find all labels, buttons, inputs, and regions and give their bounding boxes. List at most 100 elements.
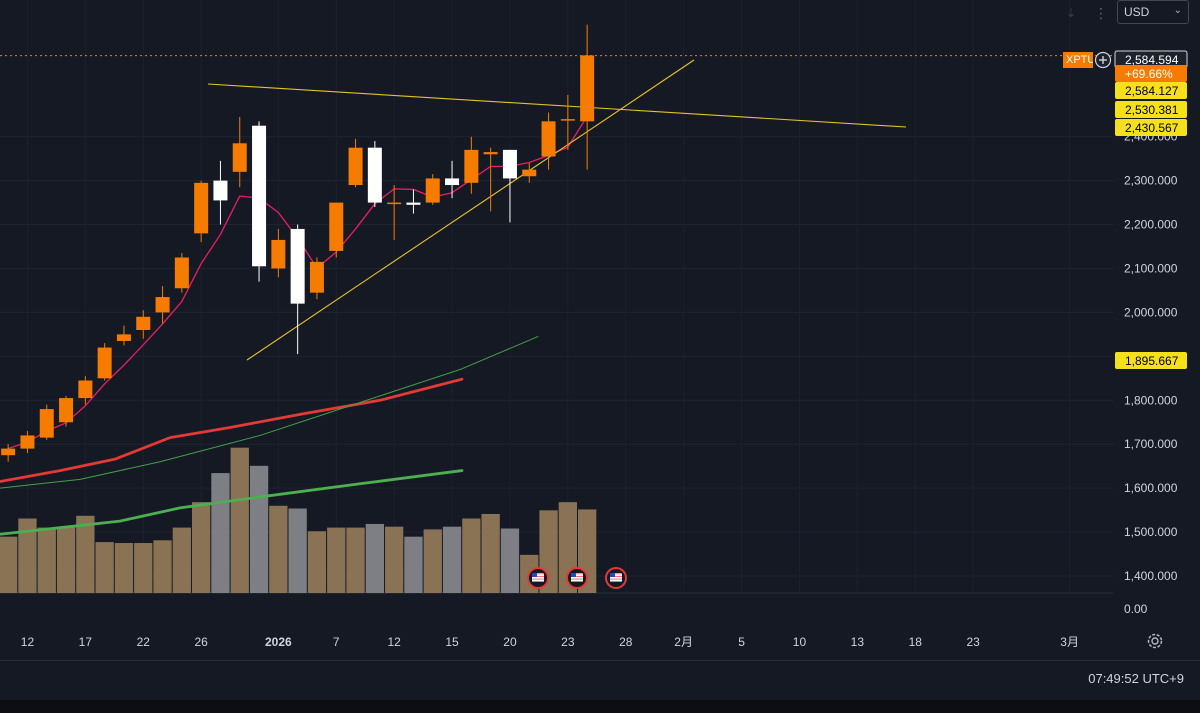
candle[interactable] <box>406 189 421 214</box>
candle[interactable] <box>309 257 324 300</box>
time-tick: 7 <box>333 635 340 649</box>
status-bar: 07:49:52 UTC+9 <box>0 660 1200 701</box>
resistance-trendline[interactable] <box>207 83 907 128</box>
scale-icon[interactable]: ⇣ <box>1065 6 1077 20</box>
volume-bar <box>211 473 230 593</box>
candle-body <box>39 409 54 438</box>
candle-body <box>483 152 498 155</box>
us-flag-event-icon[interactable] <box>527 567 549 589</box>
price-tick: 2,100.000 <box>1124 261 1178 275</box>
candle-body <box>309 261 324 293</box>
volume-bar <box>500 528 520 593</box>
volume-bar <box>442 526 462 593</box>
price-tick: 1,600.000 <box>1124 481 1178 495</box>
candle[interactable] <box>580 24 595 170</box>
time-tick: 12 <box>387 635 401 649</box>
candle[interactable] <box>252 121 267 282</box>
currency-value: USD <box>1124 5 1150 19</box>
candle-body <box>522 169 537 177</box>
price-tag-bg <box>1115 101 1187 118</box>
price-chart[interactable]: 2,400.0002,300.0002,200.0002,100.0002,00… <box>0 0 1200 660</box>
candle[interactable] <box>445 160 460 199</box>
moving-averages <box>0 115 588 536</box>
candle[interactable] <box>502 149 517 223</box>
volume-bar <box>365 523 384 593</box>
time-tick: 2026 <box>265 635 292 649</box>
candle[interactable] <box>136 310 151 339</box>
candle[interactable] <box>1 444 16 462</box>
flag-stripe <box>532 573 544 575</box>
candle[interactable] <box>174 253 189 293</box>
volume-bar <box>37 527 56 593</box>
us-flag-event-icon[interactable] <box>605 567 627 589</box>
candle[interactable] <box>116 325 131 346</box>
time-tick: 23 <box>966 635 980 649</box>
flag-stripe <box>610 576 622 577</box>
candle[interactable] <box>155 286 170 324</box>
candle[interactable] <box>329 202 344 258</box>
volume-bar <box>346 527 365 593</box>
candle[interactable] <box>97 343 112 381</box>
event-markers[interactable] <box>527 567 627 589</box>
volume-bar <box>462 518 481 593</box>
candle-body <box>387 202 402 205</box>
candle[interactable] <box>464 136 479 194</box>
candle[interactable] <box>39 404 54 440</box>
price-tag-label: 2,530.381 <box>1125 103 1179 117</box>
price-tick: 2,200.000 <box>1124 218 1178 232</box>
candle[interactable] <box>78 376 93 405</box>
time-tick: 26 <box>194 635 208 649</box>
candlesticks[interactable] <box>0 24 1113 462</box>
candle[interactable] <box>367 141 382 207</box>
flag-stripe <box>532 576 544 577</box>
plus-circle-icon[interactable] <box>1094 51 1112 69</box>
currency-select[interactable]: USD ⌄ <box>1117 0 1189 24</box>
trendlines[interactable] <box>207 59 907 361</box>
volume-bar <box>307 531 327 593</box>
price-tick: 1,500.000 <box>1124 525 1178 539</box>
time-tick: 12 <box>21 635 35 649</box>
price-axis[interactable]: 2,400.0002,300.0002,200.0002,100.0002,00… <box>1124 130 1178 616</box>
time-axis[interactable]: 12 17 22 26 2026 7 12 15 20 23 28 2月 5 10 13 18 23 3月 <box>21 635 1079 649</box>
candle-body <box>329 202 344 251</box>
time-tick: 18 <box>909 635 923 649</box>
candle[interactable] <box>290 224 305 355</box>
candle[interactable] <box>20 431 35 453</box>
candle[interactable] <box>348 138 363 188</box>
candle-body <box>20 435 35 449</box>
candle[interactable] <box>522 163 537 183</box>
candle[interactable] <box>271 228 286 278</box>
volume-bar <box>0 536 18 593</box>
volume-bar <box>423 529 442 593</box>
candle[interactable] <box>232 116 247 188</box>
candle-body <box>580 55 595 122</box>
candle-body <box>252 125 267 267</box>
volume-bar <box>114 543 134 593</box>
time-tick: 23 <box>561 635 575 649</box>
support-trendline[interactable] <box>246 59 695 361</box>
gear-icon[interactable] <box>1146 632 1164 650</box>
price-tick: 1,400.000 <box>1124 569 1178 583</box>
volume-zero-tick: 0.00 <box>1124 602 1148 616</box>
candle[interactable] <box>387 185 402 240</box>
time-tick: 15 <box>445 635 459 649</box>
candle[interactable] <box>425 174 440 205</box>
price-tag-bg <box>1115 82 1187 99</box>
candle[interactable] <box>194 180 209 243</box>
candle-body <box>271 239 286 269</box>
price-tag-label: +69.66% <box>1125 67 1173 81</box>
volume-bar <box>230 447 249 593</box>
candle[interactable] <box>213 160 228 225</box>
candle[interactable] <box>560 94 575 150</box>
us-flag-event-icon[interactable] <box>566 567 588 589</box>
candle[interactable] <box>541 112 556 170</box>
price-tag: 1,895.667 <box>1115 352 1187 369</box>
price-tag-bg <box>1115 119 1187 136</box>
chart-options-icon[interactable]: ⋮ <box>1094 5 1108 21</box>
clock[interactable]: 07:49:52 UTC+9 <box>1088 671 1184 686</box>
ma-red-line <box>0 377 464 483</box>
candle[interactable] <box>483 147 498 212</box>
candle-body <box>232 143 247 172</box>
candle-body <box>290 228 305 304</box>
candle[interactable] <box>59 395 74 427</box>
